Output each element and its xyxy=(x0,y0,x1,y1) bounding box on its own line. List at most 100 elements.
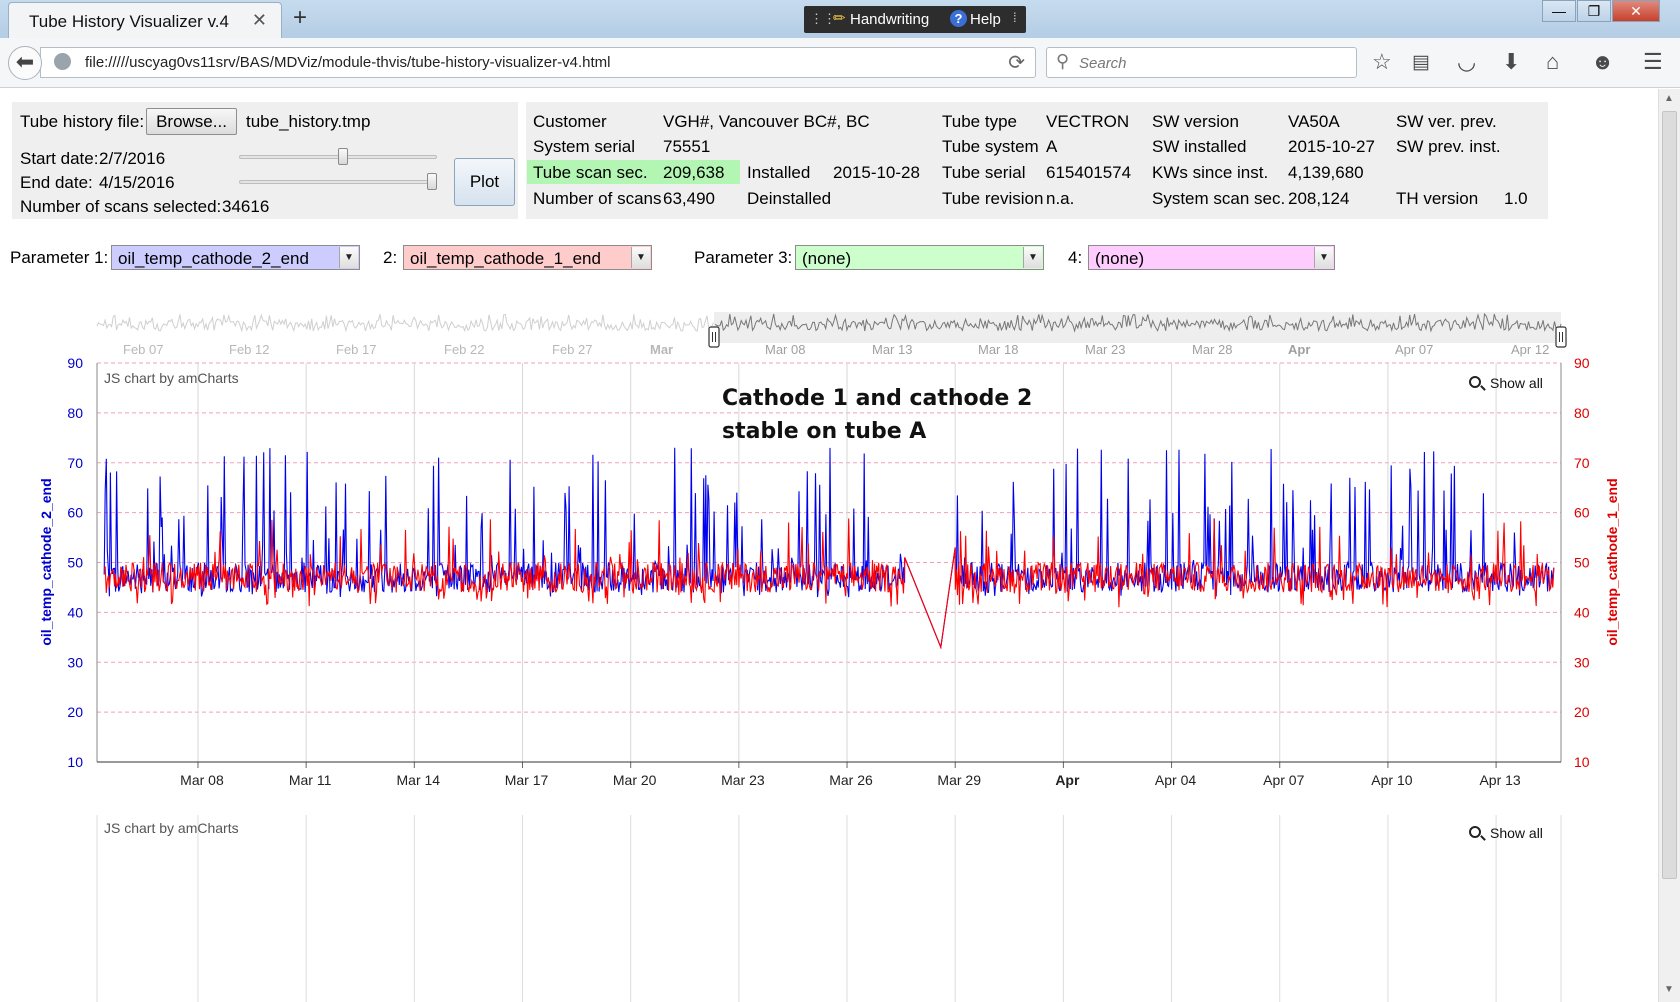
annotation-line-2: stable on tube A xyxy=(722,419,927,444)
x-tick-label: Apr xyxy=(1055,772,1080,788)
controls-panel xyxy=(12,102,518,219)
address-bar[interactable]: file://///uscyag0vs11srv/BAS/MDViz/modul… xyxy=(40,47,1036,78)
end-date-value: 4/15/2016 xyxy=(99,173,175,192)
scroll-down-icon[interactable]: ▼ xyxy=(1664,984,1674,995)
tube-scan-label: Tube scan sec. xyxy=(533,163,648,182)
y-left-axis-title: oil_temp_cathode_2_end xyxy=(38,478,54,645)
start-date-label: Start date: xyxy=(20,149,99,168)
series-line-2 xyxy=(103,518,1555,650)
system-scan-value: 208,124 xyxy=(1288,189,1350,208)
pocket-icon[interactable]: ◡ xyxy=(1457,49,1477,74)
sw-installed-value: 2015-10-27 xyxy=(1288,137,1375,156)
navigator-label: Mar 13 xyxy=(872,342,912,357)
x-tick-label: Apr 13 xyxy=(1479,772,1520,788)
deinstalled-label: Deinstalled xyxy=(747,189,832,208)
x-tick-label: Apr 04 xyxy=(1155,772,1196,788)
maximize-button[interactable]: ❐ xyxy=(1577,0,1611,22)
reading-list-icon[interactable]: ▤ xyxy=(1412,52,1430,73)
navigator-label: Apr 12 xyxy=(1511,342,1549,357)
address-text[interactable]: file://///uscyag0vs11srv/BAS/MDViz/modul… xyxy=(85,54,611,71)
sw-version-label: SW version xyxy=(1152,112,1239,131)
y-right-tick-label: 20 xyxy=(1574,704,1590,720)
scrollbar-thumb[interactable] xyxy=(1662,111,1677,879)
chevron-down-icon[interactable]: ▼ xyxy=(339,247,358,268)
navigator-label: Mar 23 xyxy=(1085,342,1125,357)
help-button[interactable]: Help xyxy=(970,11,1001,28)
y-left-tick-label: 40 xyxy=(67,604,83,620)
bookmark-star-icon[interactable]: ☆ xyxy=(1372,49,1392,74)
navigator-label: Apr xyxy=(1288,342,1310,357)
back-button[interactable]: ⬅ xyxy=(8,46,42,80)
scroll-up-icon[interactable]: ▲ xyxy=(1664,93,1674,104)
scans-selected-label: Number of scans selected: xyxy=(20,197,222,216)
help-icon: ? xyxy=(950,10,967,27)
y-right-tick-label: 80 xyxy=(1574,405,1590,421)
second-chart-grid xyxy=(96,815,1562,1002)
navigator-label: Feb 17 xyxy=(336,342,376,357)
y-right-tick-label: 60 xyxy=(1574,505,1590,521)
start-date-slider-thumb[interactable] xyxy=(337,148,348,165)
parameter-4-select[interactable]: (none) ▼ xyxy=(1088,245,1335,270)
system-serial-value: 75551 xyxy=(663,137,711,156)
end-date-slider-thumb[interactable] xyxy=(427,173,438,190)
navigator-handle-left xyxy=(708,326,720,348)
chart-credit-2[interactable]: JS chart by amCharts xyxy=(104,820,239,836)
show-all-button[interactable]: Show all xyxy=(1490,375,1543,391)
download-icon[interactable]: ⬇ xyxy=(1502,49,1521,74)
pencil-icon: ✏ xyxy=(833,10,846,27)
tab-close-icon[interactable]: ✕ xyxy=(251,10,267,30)
tube-revision-value: n.a. xyxy=(1046,189,1075,208)
date-navigator[interactable]: Feb 07 Feb 12 Feb 17 Feb 22 Feb 27 Mar Mar 08 M… xyxy=(96,312,1567,357)
tab-title: Tube History Visualizer v.4 xyxy=(29,12,229,31)
y-left-tick-label: 70 xyxy=(67,455,83,471)
menu-icon[interactable]: ☰ xyxy=(1643,49,1663,74)
chat-icon[interactable]: ☻ xyxy=(1591,49,1615,74)
y-right-tick-label: 90 xyxy=(1574,355,1590,371)
x-tick-label: Mar 17 xyxy=(505,772,549,788)
reload-icon[interactable]: ⟳ xyxy=(1008,52,1025,74)
toolbar-dropdown-icon[interactable]: ⁞ xyxy=(1013,10,1017,25)
chevron-down-icon[interactable]: ▼ xyxy=(1314,247,1333,268)
y-right-tick-label: 50 xyxy=(1574,555,1590,571)
tube-scan-value: 209,638 xyxy=(663,163,725,182)
handwriting-button[interactable]: Handwriting xyxy=(850,11,930,28)
parameter-1-label: Parameter 1: xyxy=(10,248,109,267)
navigator-label: Feb 22 xyxy=(444,342,484,357)
show-all-button-2[interactable]: Show all xyxy=(1490,825,1543,841)
x-tick-label: Mar 26 xyxy=(829,772,873,788)
num-scans-value: 63,490 xyxy=(663,189,715,208)
x-tick-label: Apr 10 xyxy=(1371,772,1412,788)
page-scrollbar[interactable]: ▲ ▼ xyxy=(1658,89,1680,1002)
th-version-value: 1.0 xyxy=(1504,189,1528,208)
file-name: tube_history.tmp xyxy=(246,112,371,131)
browser-tab[interactable]: Tube History Visualizer v.4 ✕ xyxy=(8,2,282,38)
new-tab-button[interactable]: + xyxy=(293,4,308,31)
installed-label: Installed xyxy=(747,163,811,182)
parameter-3-select[interactable]: (none) ▼ xyxy=(795,245,1044,270)
parameter-1-select[interactable]: oil_temp_cathode_2_end ▼ xyxy=(111,245,360,270)
kws-value: 4,139,680 xyxy=(1288,163,1364,182)
browse-button[interactable]: Browse... xyxy=(146,108,237,135)
end-date-label: End date: xyxy=(20,173,93,192)
y-left-tick-label: 20 xyxy=(67,704,83,720)
y-right-axis-title: oil_temp_cathode_1_end xyxy=(1604,478,1620,645)
chevron-down-icon[interactable]: ▼ xyxy=(631,247,650,268)
x-tick-label: Mar 14 xyxy=(397,772,441,788)
parameter-2-select[interactable]: oil_temp_cathode_1_end ▼ xyxy=(403,245,652,270)
grip-icon[interactable]: ⋮⋮ xyxy=(810,11,836,26)
chart-credit[interactable]: JS chart by amCharts xyxy=(104,370,239,386)
navigator-label: Mar 08 xyxy=(765,342,805,357)
window-close-button[interactable]: ✕ xyxy=(1612,0,1660,22)
series-line-1 xyxy=(103,447,1555,650)
navigator-label: Mar 28 xyxy=(1192,342,1232,357)
home-icon[interactable]: ⌂ xyxy=(1546,49,1560,74)
x-tick-label: Mar 29 xyxy=(937,772,981,788)
site-info-icon[interactable] xyxy=(54,53,71,70)
y-left-tick-label: 60 xyxy=(67,505,83,521)
parameter-4-value: (none) xyxy=(1095,249,1145,268)
plot-button[interactable]: Plot xyxy=(454,158,515,206)
search-input[interactable]: ⚲ Search xyxy=(1046,47,1357,78)
chevron-down-icon[interactable]: ▼ xyxy=(1023,247,1042,268)
minimize-button[interactable]: — xyxy=(1542,0,1576,22)
chart-axes: 10 10 20 20 30 30 40 40 50 50 60 60 70 70 80 80 90 90 Mar … xyxy=(38,355,1620,788)
